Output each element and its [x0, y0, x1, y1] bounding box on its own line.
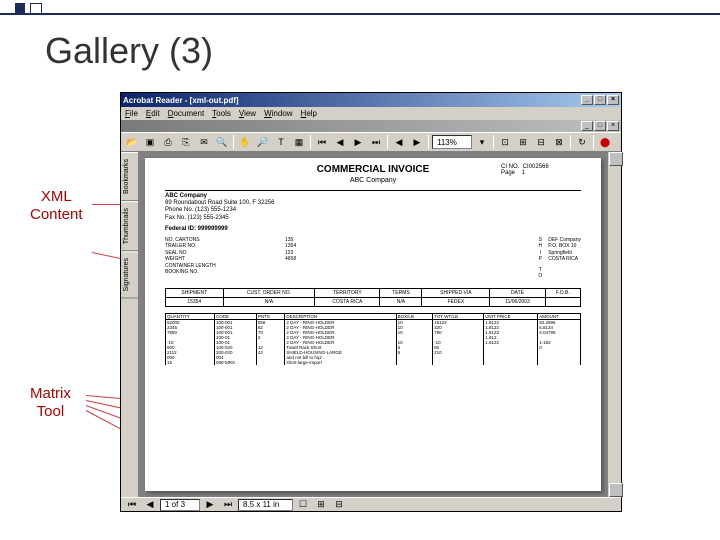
menu-window[interactable]: Window — [264, 109, 292, 118]
status-last-icon[interactable]: ⏭ — [220, 497, 236, 513]
rotate-icon[interactable]: ↻ — [574, 134, 590, 150]
separator — [387, 135, 388, 149]
divider — [165, 190, 581, 191]
toolbar: 📂 ▣ ⎙ ⎘ ✉ 🔍 ✋ 🔎 T ▦ ⏮ ◀ ▶ ⏭ ◀ ▶ 113% ▾ ⊡… — [121, 132, 621, 152]
prev-page-icon[interactable]: ◀ — [332, 134, 348, 150]
status-prev-icon[interactable]: ◀ — [142, 497, 158, 513]
separator — [428, 135, 429, 149]
invoice-header: COMMERCIAL INVOICE ABC Company CI NO. CI… — [165, 164, 581, 184]
table-row: 15090-MRSshort-large-import — [166, 360, 581, 365]
separator — [493, 135, 494, 149]
tab-bookmarks[interactable]: Bookmarks — [121, 152, 138, 201]
doc-minimize-button[interactable]: _ — [581, 121, 593, 131]
search-icon[interactable]: 🔍 — [214, 134, 230, 150]
minimize-button[interactable]: _ — [581, 95, 593, 105]
status-layout2-icon[interactable]: ⊞ — [313, 497, 329, 513]
next-page-icon[interactable]: ▶ — [350, 134, 366, 150]
fit-page-icon[interactable]: ⊞ — [515, 134, 531, 150]
back-icon[interactable]: ◀ — [391, 134, 407, 150]
cino-value: CI002566 — [523, 164, 549, 170]
vertical-scrollbar[interactable] — [607, 152, 621, 497]
fit-width-icon[interactable]: ⊟ — [533, 134, 549, 150]
hand-icon[interactable]: ✋ — [237, 134, 253, 150]
order-band-table: SHIPMENTCUST. ORDER NO.TERRITORYTERMSSHI… — [165, 288, 581, 307]
status-layout3-icon[interactable]: ⊟ — [331, 497, 347, 513]
maximize-button[interactable]: □ — [594, 95, 606, 105]
print-icon[interactable]: ⎙ — [160, 134, 176, 150]
annotation-xml-content: XML Content — [30, 188, 83, 224]
annotation-matrix-label: Matrix Tool — [30, 385, 71, 420]
from-addr: 89 Roundabout Road Suite 100, F 32256 — [165, 200, 581, 207]
menubar: File Edit Document Tools View Window Hel… — [121, 107, 621, 120]
actual-size-icon[interactable]: ⊡ — [497, 134, 513, 150]
from-phone: Phone No. (123) 555-1234 — [165, 207, 581, 214]
federal-id: Federal ID: 999999999 — [165, 226, 581, 233]
page-label: Page — [501, 170, 515, 176]
from-company: ABC Company 89 Roundabout Road Suite 100… — [165, 193, 581, 233]
from-name: ABC Company — [165, 193, 581, 200]
separator — [593, 135, 594, 149]
content-area: Bookmarks Thumbnails Signatures COMMERCI… — [121, 152, 621, 497]
zoom-dropdown-icon[interactable]: ▾ — [474, 134, 490, 150]
page-size: 8.5 x 11 in — [238, 499, 293, 511]
status-layout1-icon[interactable]: ☐ — [295, 497, 311, 513]
slide-title: Gallery (3) — [45, 30, 213, 72]
invoice-meta: CI NO. CI002566 Page 1 — [501, 164, 581, 184]
doc-window-buttons: _ □ × — [581, 121, 619, 131]
statusbar: ⏮ ◀ 1 of 3 ▶ ⏭ 8.5 x 11 in ☐ ⊞ ⊟ — [121, 497, 621, 511]
reflow-icon[interactable]: ⊠ — [551, 134, 567, 150]
last-page-icon[interactable]: ⏭ — [368, 134, 384, 150]
shipment-section: NO. CARTONSTRAILER NO.SEAL NOWEIGHTCONTA… — [165, 237, 581, 280]
close-button[interactable]: × — [607, 95, 619, 105]
annotation-matrix-tool: Matrix Tool — [30, 385, 71, 421]
slide-decoration — [0, 0, 720, 15]
ship-to-address: DEF Company P.O. BOX 10 Springfield COST… — [548, 237, 581, 280]
ship-to: S H I P T O DEF Company P.O. BOX 10 Spri… — [538, 237, 581, 280]
adobe-icon[interactable]: ⬤ — [597, 134, 613, 150]
invoice-title: COMMERCIAL INVOICE — [245, 164, 501, 175]
menu-tools[interactable]: Tools — [212, 109, 231, 118]
text-select-icon[interactable]: T — [273, 134, 289, 150]
acrobat-window: Acrobat Reader - [xml-out.pdf] _ □ × Fil… — [120, 92, 622, 512]
ship-vertical-label: S H I P T O — [538, 237, 542, 280]
forward-icon[interactable]: ▶ — [409, 134, 425, 150]
tab-thumbnails[interactable]: Thumbnails — [121, 201, 138, 251]
menu-help[interactable]: Help — [301, 109, 317, 118]
separator — [233, 135, 234, 149]
line-items-table: QUANTITYCODEPNTSDESCRIPTIONBOX/LBTOT WT/… — [165, 313, 581, 365]
annotation-xml-label: XML Content — [30, 188, 83, 223]
invoice-company: ABC Company — [245, 177, 501, 184]
side-panel-tabs: Bookmarks Thumbnails Signatures — [121, 152, 139, 497]
save-icon[interactable]: ▣ — [142, 134, 158, 150]
zoom-field[interactable]: 113% — [432, 135, 472, 149]
first-page-icon[interactable]: ⏮ — [314, 134, 330, 150]
doc-titlebar: _ □ × — [121, 120, 621, 132]
page-value: 1 — [522, 170, 525, 176]
status-first-icon[interactable]: ⏮ — [124, 497, 140, 513]
titlebar[interactable]: Acrobat Reader - [xml-out.pdf] _ □ × — [121, 93, 621, 107]
separator — [570, 135, 571, 149]
window-buttons: _ □ × — [581, 95, 619, 105]
tab-signatures[interactable]: Signatures — [121, 251, 138, 298]
status-next-icon[interactable]: ▶ — [202, 497, 218, 513]
menu-view[interactable]: View — [239, 109, 256, 118]
window-title: Acrobat Reader - [xml-out.pdf] — [123, 96, 239, 105]
menu-document[interactable]: Document — [168, 109, 204, 118]
menu-edit[interactable]: Edit — [146, 109, 160, 118]
open-icon[interactable]: 📂 — [124, 134, 140, 150]
mail-icon[interactable]: ✉ — [196, 134, 212, 150]
menu-file[interactable]: File — [125, 109, 138, 118]
graphic-select-icon[interactable]: ▦ — [291, 134, 307, 150]
doc-maximize-button[interactable]: □ — [594, 121, 606, 131]
zoom-icon[interactable]: 🔎 — [255, 134, 271, 150]
from-fax: Fax No. (123) 555-2345 — [165, 215, 581, 222]
page-viewport[interactable]: COMMERCIAL INVOICE ABC Company CI NO. CI… — [139, 152, 607, 497]
separator — [310, 135, 311, 149]
doc-close-button[interactable]: × — [607, 121, 619, 131]
pdf-page: COMMERCIAL INVOICE ABC Company CI NO. CI… — [145, 158, 601, 491]
copy-icon[interactable]: ⎘ — [178, 134, 194, 150]
page-indicator[interactable]: 1 of 3 — [160, 499, 200, 511]
shipment-details: NO. CARTONSTRAILER NO.SEAL NOWEIGHTCONTA… — [165, 237, 325, 280]
